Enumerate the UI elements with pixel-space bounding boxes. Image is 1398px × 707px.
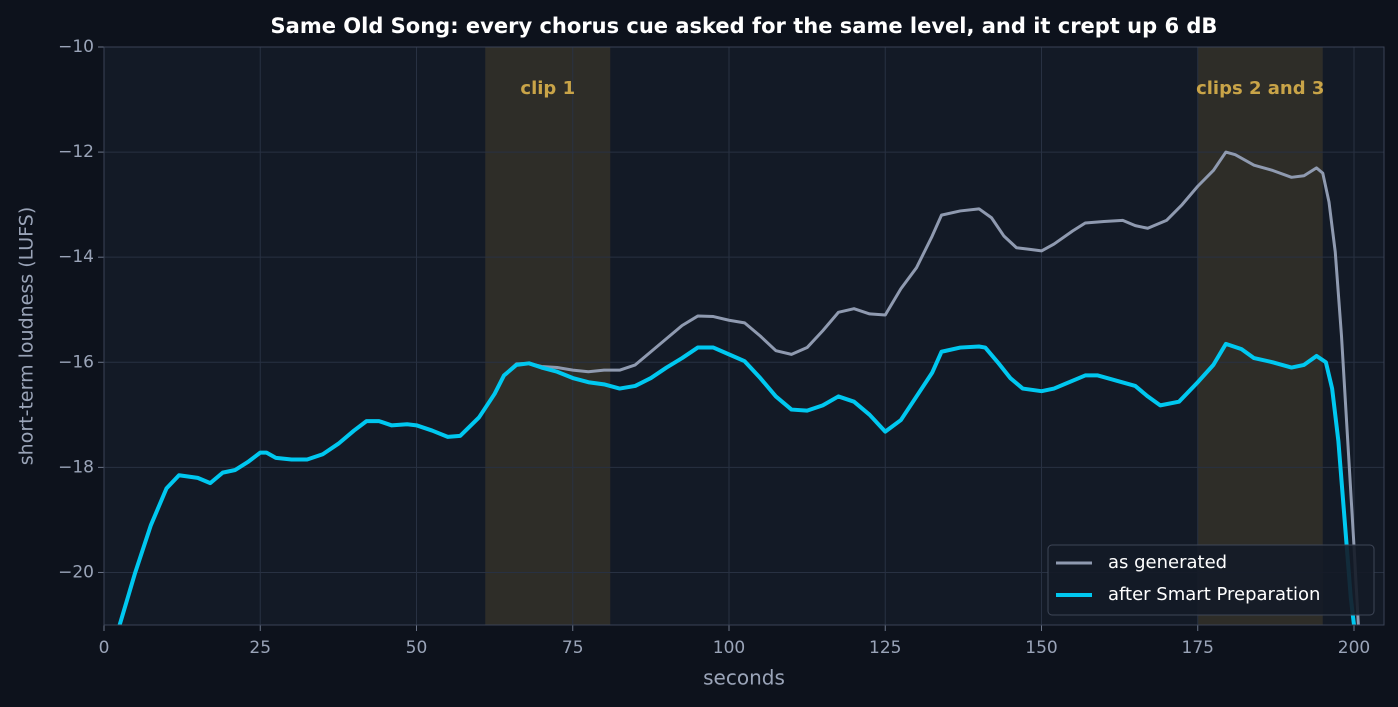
plot-area xyxy=(104,47,1384,625)
highlight-span xyxy=(485,47,611,625)
y-tick-label: −14 xyxy=(58,247,94,267)
x-axis-label: seconds xyxy=(703,666,785,690)
x-tick-label: 150 xyxy=(1025,638,1057,658)
legend-label: as generated xyxy=(1108,552,1227,573)
y-tick-label: −20 xyxy=(58,562,94,582)
span-label: clip 1 xyxy=(520,78,575,99)
plot-frame xyxy=(103,46,1385,626)
y-tick-label: −18 xyxy=(58,457,94,477)
x-tick-label: 0 xyxy=(99,638,110,658)
chart-title: Same Old Song: every chorus cue asked fo… xyxy=(271,14,1218,38)
legend-box xyxy=(1047,544,1375,616)
y-tick-label: −10 xyxy=(58,37,94,57)
span-label: clips 2 and 3 xyxy=(1196,78,1324,99)
x-tick-label: 200 xyxy=(1338,638,1370,658)
x-tick-label: 125 xyxy=(869,638,901,658)
y-axis-label: short-term loudness (LUFS) xyxy=(16,207,38,465)
x-tick-label: 175 xyxy=(1182,638,1214,658)
series-line xyxy=(117,341,1356,625)
y-tick-label: −16 xyxy=(58,352,94,372)
x-tick-label: 50 xyxy=(406,638,428,658)
legend-label: after Smart Preparation xyxy=(1108,584,1320,605)
x-tick-label: 75 xyxy=(562,638,584,658)
highlight-span xyxy=(1197,47,1323,625)
x-tick-label: 100 xyxy=(713,638,745,658)
x-tick-label: 25 xyxy=(249,638,271,658)
y-tick-label: −12 xyxy=(58,142,94,162)
